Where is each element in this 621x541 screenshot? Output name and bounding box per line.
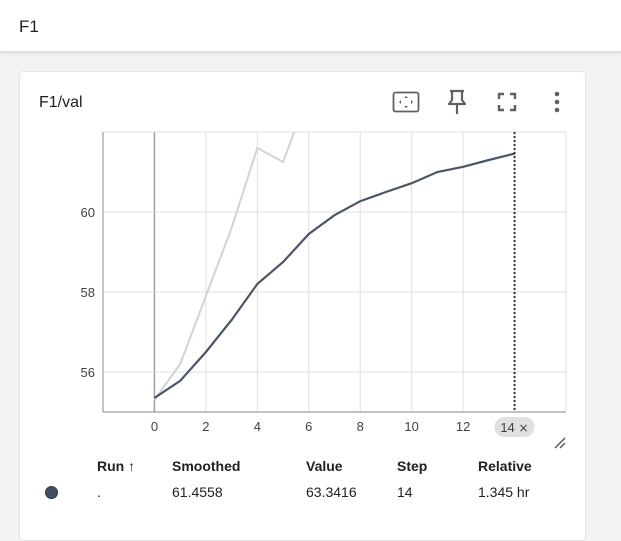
x-axis-ticks: 0 2 4 6 8 10 12 [151, 419, 471, 434]
pin-button[interactable] [443, 88, 471, 116]
column-run[interactable]: Run ↑ [97, 458, 136, 474]
run-name: . [97, 484, 101, 500]
chart-card: F1/val 56 58 60 0 2 4 6 8 10 12 14 × [19, 71, 586, 541]
fit-domain-icon [392, 91, 420, 113]
x-tick-label: 12 [456, 419, 470, 434]
fullscreen-icon [497, 92, 517, 112]
column-relative[interactable]: Relative [478, 458, 532, 474]
more-vert-icon [554, 91, 560, 113]
y-tick-label: 56 [81, 365, 95, 380]
step-value: 14 [397, 484, 413, 500]
y-axis-ticks: 56 58 60 [81, 205, 95, 380]
top-bar: F1 [0, 0, 621, 52]
series-line-smoothed [153, 152, 515, 399]
hover-step-label: 14 [500, 420, 514, 435]
pin-icon [447, 89, 467, 114]
sort-arrow-icon: ↑ [128, 458, 136, 474]
smoothed-value: 61.4558 [172, 484, 223, 500]
y-tick-label: 58 [81, 285, 95, 300]
column-smoothed[interactable]: Smoothed [172, 458, 241, 474]
runs-table: Run ↑ Smoothed Value Step Relative . 61.… [39, 455, 568, 507]
x-tick-label: 0 [151, 419, 158, 434]
column-value[interactable]: Value [306, 458, 343, 474]
page-title: F1 [19, 17, 39, 36]
x-tick-label: 10 [404, 419, 418, 434]
x-tick-label: 6 [305, 419, 312, 434]
resize-handle[interactable] [554, 437, 566, 449]
table-row: . 61.4558 63.3416 14 1.345 hr [39, 477, 568, 507]
relative-time: 1.345 hr [478, 484, 530, 500]
line-chart[interactable]: 56 58 60 0 2 4 6 8 10 12 14 × [20, 126, 587, 461]
close-icon[interactable]: × [519, 421, 529, 435]
column-step[interactable]: Step [397, 458, 428, 474]
fullscreen-button[interactable] [493, 88, 521, 116]
run-color-dot [45, 485, 58, 499]
series-line-raw [153, 132, 296, 401]
hover-indicator: 14 × [494, 132, 535, 437]
x-tick-label: 4 [254, 419, 261, 434]
hover-step-chip[interactable] [494, 417, 535, 437]
raw-value: 63.3416 [306, 484, 357, 500]
y-tick-label: 60 [81, 205, 95, 220]
chart-grid [102, 131, 567, 413]
chart-title: F1/val [39, 94, 83, 111]
x-tick-label: 2 [202, 419, 209, 434]
fit-domain-button[interactable] [392, 88, 420, 116]
chart-series [153, 132, 515, 401]
x-tick-label: 8 [357, 419, 364, 434]
more-options-button[interactable] [543, 88, 571, 116]
